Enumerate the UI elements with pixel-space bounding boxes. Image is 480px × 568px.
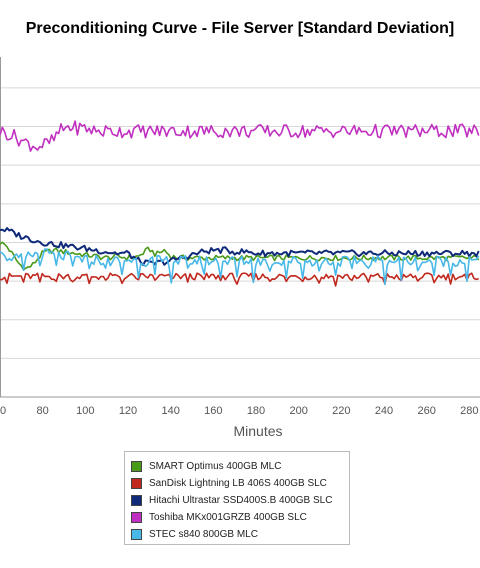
x-tick-label: 240 [375,405,393,417]
x-tick-label: 120 [119,405,137,417]
x-tick-label: 140 [161,405,179,417]
legend-label: SanDisk Lightning LB 406S 400GB SLC [149,477,327,489]
legend-label: SMART Optimus 400GB MLC [149,460,282,472]
legend: SMART Optimus 400GB MLC SanDisk Lightning… [124,451,350,545]
x-tick-label: 280 [460,405,478,417]
axes [0,57,480,398]
legend-item: Hitachi Ultrastar SSD400S.B 400GB SLC [131,492,332,508]
series-line [0,248,480,286]
legend-item: Toshiba MKx001GRZB 400GB SLC [131,509,307,525]
x-tick-label: 200 [289,405,307,417]
x-tick-label: 0 [0,405,6,417]
legend-swatch [131,528,142,540]
x-tick-label: 80 [37,405,49,417]
legend-item: SanDisk Lightning LB 406S 400GB SLC [131,475,327,491]
series-line [0,272,479,287]
x-tick-label: 100 [76,405,94,417]
legend-swatch [131,477,142,489]
legend-swatch [131,494,142,506]
legend-swatch [131,511,142,523]
chart-title: Preconditioning Curve - File Server [Sta… [25,20,455,37]
legend-label: Toshiba MKx001GRZB 400GB SLC [149,511,307,523]
x-tick-label: 220 [332,405,350,417]
x-tick-label: 260 [417,405,435,417]
x-tick-label: 160 [204,405,222,417]
x-tick-label: 180 [247,405,265,417]
legend-item: STEC s840 800GB MLC [131,526,258,542]
legend-label: STEC s840 800GB MLC [149,528,258,540]
series-lines [0,120,480,287]
series-line [0,227,480,267]
x-axis-label: Minutes [233,423,282,439]
legend-swatch [131,460,142,472]
legend-item: SMART Optimus 400GB MLC [131,458,281,474]
x-tick-labels: 0 80 100 120 140 160 180 200 220 240 260 280 [0,405,479,417]
legend-label: Hitachi Ultrastar SSD400S.B 400GB SLC [149,494,333,506]
series-line [0,120,480,152]
